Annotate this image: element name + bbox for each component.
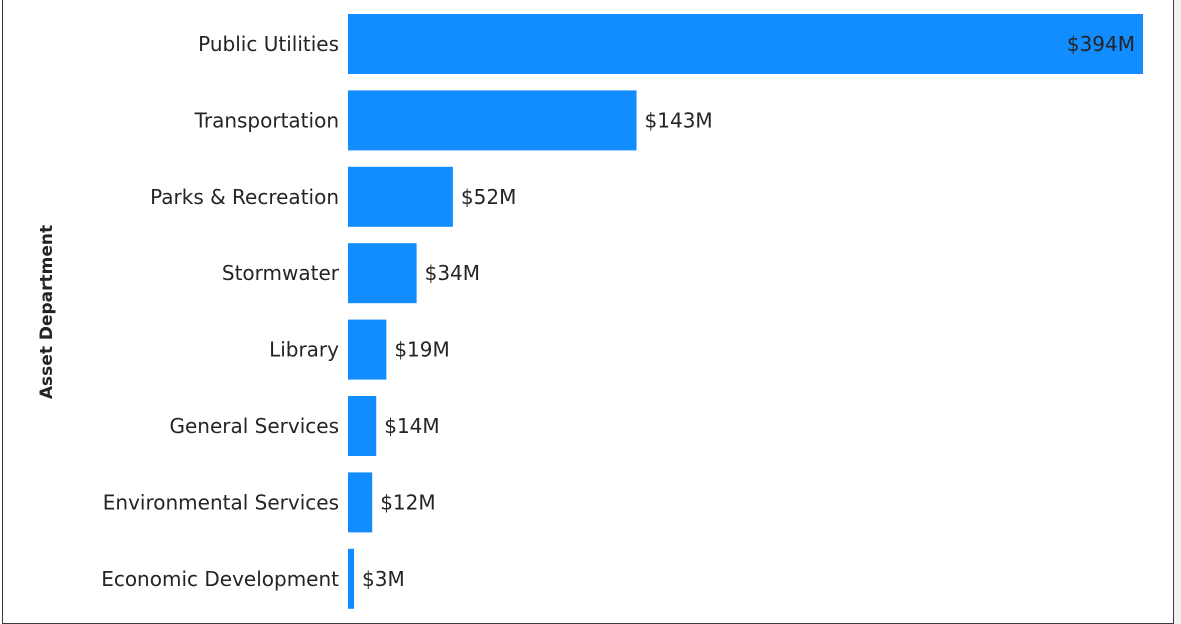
data-label-0: $394M [1067, 32, 1135, 56]
data-label-4: $19M [394, 338, 449, 362]
bar-4[interactable] [348, 319, 387, 380]
category-label-1: Transportation [194, 108, 339, 132]
data-label-6: $12M [380, 490, 435, 514]
data-label-2: $52M [461, 185, 516, 209]
bar-7[interactable] [348, 548, 355, 609]
bar-1[interactable] [348, 90, 637, 151]
bar-0[interactable] [348, 14, 1143, 74]
panel-edge [1174, 0, 1181, 624]
bar-5[interactable] [348, 396, 377, 456]
category-label-6: Environmental Services [103, 490, 339, 514]
category-label-3: Stormwater [222, 261, 340, 285]
data-label-7: $3M [362, 567, 405, 591]
bars-group [348, 14, 1143, 609]
category-label-0: Public Utilities [198, 32, 339, 56]
bar-3[interactable] [348, 243, 417, 304]
category-label-7: Economic Development [101, 567, 339, 591]
y-axis-title: Asset Department [37, 225, 57, 399]
data-label-3: $34M [425, 261, 480, 285]
data-label-1: $143M [645, 108, 713, 132]
category-labels: Public Utilities Transportation Parks & Re… [101, 32, 340, 591]
bar-6[interactable] [348, 472, 373, 533]
category-label-2: Parks & Recreation [150, 185, 339, 209]
data-label-5: $14M [384, 414, 439, 438]
bar-2[interactable] [348, 166, 453, 227]
category-label-5: General Services [169, 414, 339, 438]
value-labels: $394M $143M $52M $34M $19M $14M $12M $3M [362, 32, 1135, 591]
category-label-4: Library [269, 338, 339, 362]
